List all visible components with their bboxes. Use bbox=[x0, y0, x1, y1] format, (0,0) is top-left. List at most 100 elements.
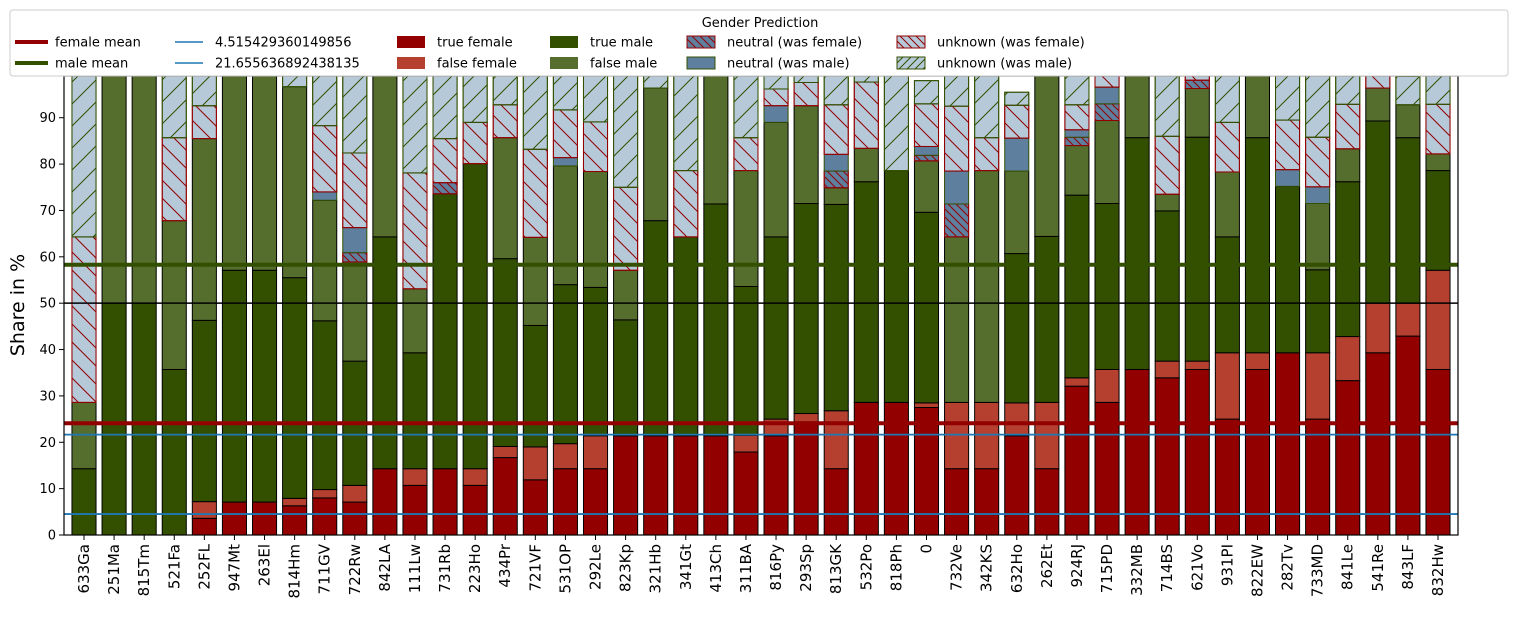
bar-segment bbox=[131, 302, 157, 535]
x-tick-label: 924RJ bbox=[1068, 544, 1086, 587]
legend-label: false male bbox=[590, 57, 657, 72]
bar-segment bbox=[402, 352, 428, 470]
bar-segment bbox=[282, 86, 308, 279]
bar-segment bbox=[823, 410, 849, 470]
bar-segment bbox=[402, 288, 428, 354]
bar-segment bbox=[763, 435, 789, 535]
bar-segment bbox=[372, 236, 398, 470]
bar-segment bbox=[1425, 170, 1451, 271]
bar-segment bbox=[1244, 76, 1271, 139]
bar-segment bbox=[402, 484, 428, 535]
bar-segment bbox=[733, 451, 759, 535]
x-tick-label: 815Tm bbox=[135, 544, 153, 596]
bar-segment-hatch bbox=[402, 172, 428, 290]
bar-segment bbox=[763, 121, 789, 238]
bar-segment bbox=[853, 181, 879, 403]
x-tick-label: 292Le bbox=[587, 544, 605, 590]
bar-segment-hatch bbox=[1064, 76, 1090, 106]
bar-segment bbox=[161, 368, 187, 535]
x-tick-label: 341Gt bbox=[677, 544, 695, 590]
bar-segment-hatch bbox=[432, 76, 458, 140]
axes: 0 10 20 30 40 50 60 70 80 90 633Ga 251Ma 815Tm 521Fa 2… bbox=[39, 75, 1459, 599]
x-tick-label: 813GK bbox=[827, 543, 845, 594]
bar-segment bbox=[492, 258, 518, 447]
bar-segment bbox=[101, 76, 127, 304]
bar-segment bbox=[312, 191, 338, 201]
x-tick-label: 823Kp bbox=[617, 544, 635, 592]
bar-segment bbox=[763, 105, 789, 123]
x-tick-label: 814Hm bbox=[286, 544, 304, 599]
bar-segment bbox=[432, 193, 458, 470]
bar-segment-hatch bbox=[944, 105, 970, 172]
bar-segment-hatch bbox=[1184, 76, 1210, 81]
bar-segment bbox=[372, 468, 398, 535]
bar-segment-hatch bbox=[282, 76, 308, 88]
bar-segment bbox=[492, 457, 518, 535]
x-tick-label: 721VF bbox=[526, 544, 544, 592]
bar-segment-hatch bbox=[1064, 136, 1090, 147]
x-tick-label: 434Pr bbox=[496, 543, 514, 587]
bar-segment bbox=[1305, 203, 1331, 271]
y-tick-label: 90 bbox=[39, 111, 56, 126]
x-tick-label: 841Le bbox=[1339, 544, 1357, 590]
bar-segment-hatch bbox=[643, 76, 669, 89]
bar-segment bbox=[1244, 137, 1271, 354]
bar-segment-hatch bbox=[1004, 104, 1030, 139]
x-tick-label: 111Lw bbox=[406, 544, 424, 593]
bar-segment bbox=[913, 407, 940, 535]
bar-segment bbox=[1004, 137, 1030, 172]
x-tick-label: 711GV bbox=[316, 543, 334, 594]
bar-segment bbox=[522, 236, 548, 326]
bar-segment bbox=[1064, 385, 1090, 535]
bar-segment bbox=[251, 76, 278, 271]
bar-segment bbox=[71, 468, 97, 535]
bar-segment bbox=[552, 443, 578, 470]
x-tick-label: 531OP bbox=[556, 544, 574, 593]
bar-segment bbox=[221, 76, 247, 271]
bar-segment bbox=[1094, 203, 1120, 370]
bar-segment bbox=[1184, 368, 1210, 535]
bar-segment bbox=[1395, 137, 1421, 304]
bar-segment bbox=[1034, 235, 1060, 403]
bar-segment bbox=[673, 236, 699, 437]
bar-segment-hatch bbox=[733, 137, 759, 172]
legend: Gender Prediction female mean male mean 4.5… bbox=[9, 9, 1509, 77]
bar-segment bbox=[1244, 352, 1271, 370]
bar-segment-hatch bbox=[1214, 121, 1240, 173]
bar-segment bbox=[161, 220, 187, 370]
legend-swatch bbox=[550, 36, 578, 48]
x-tick-label: 842LA bbox=[376, 543, 394, 591]
bar-segment bbox=[1244, 368, 1271, 535]
bar-segment-hatch bbox=[613, 186, 639, 271]
bar-segment-hatch bbox=[823, 170, 849, 189]
bar-segment-hatch bbox=[673, 170, 699, 238]
x-tick-label: 832Hw bbox=[1429, 544, 1447, 596]
bar-segment bbox=[1275, 352, 1301, 535]
bar-segment-hatch bbox=[582, 76, 609, 123]
bar-segment bbox=[703, 76, 729, 205]
legend-label: neutral (was male) bbox=[727, 57, 850, 72]
x-tick-label: 342KS bbox=[978, 544, 996, 592]
legend-label: true male bbox=[590, 36, 653, 51]
bar-segment-hatch bbox=[1335, 76, 1361, 105]
bar-segment bbox=[643, 435, 669, 535]
bar-segment bbox=[191, 501, 217, 519]
bar-segment-hatch bbox=[763, 76, 789, 90]
bar-segment bbox=[613, 319, 639, 437]
x-tick-label: 541Re bbox=[1369, 544, 1387, 592]
bar-segment bbox=[883, 170, 909, 403]
bar-segment bbox=[613, 435, 639, 535]
bar-segment bbox=[582, 468, 609, 535]
bar-segment bbox=[1154, 210, 1180, 362]
bar-segment bbox=[1184, 136, 1210, 362]
bar-segment bbox=[1094, 368, 1120, 403]
legend-label: unknown (was male) bbox=[937, 57, 1072, 72]
bar-segment-hatch bbox=[492, 104, 518, 139]
x-tick-label: 947Mt bbox=[225, 544, 243, 592]
bar-segment-hatch bbox=[673, 76, 699, 172]
x-tick-label: 714BS bbox=[1158, 544, 1176, 592]
bar-segment bbox=[312, 320, 338, 491]
y-tick-label: 60 bbox=[39, 250, 56, 265]
bar-segment bbox=[913, 402, 940, 409]
bar-segment bbox=[1124, 368, 1150, 535]
